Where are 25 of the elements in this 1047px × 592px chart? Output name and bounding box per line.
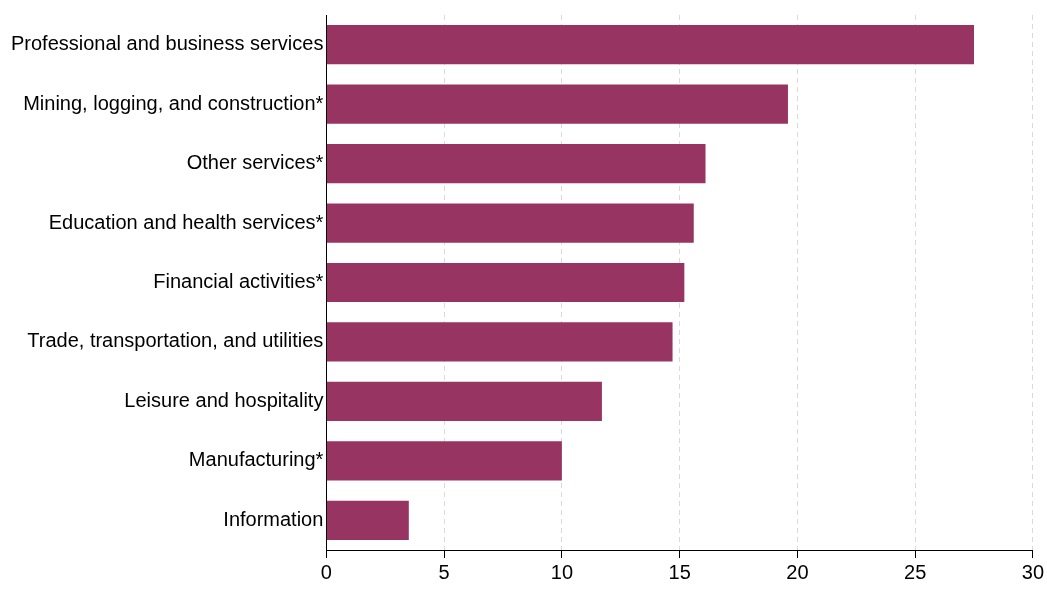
x-tick-label: 15: [668, 560, 691, 583]
y-tick-label: Other services*: [186, 151, 324, 174]
bar: [326, 84, 788, 124]
bar: [326, 203, 694, 243]
bar: [326, 441, 562, 481]
bar: [326, 262, 685, 303]
y-tick-label: Leisure and hospitality: [124, 388, 324, 411]
x-tick-label: 25: [904, 560, 927, 583]
x-tick-label: 5: [438, 560, 450, 583]
y-tick-label: Trade, transportation, and utilities: [27, 329, 324, 352]
x-tick-label: 20: [786, 560, 809, 583]
y-tick-label: Financial activities*: [153, 270, 324, 293]
x-tick-label: 0: [320, 560, 332, 583]
bar: [326, 322, 673, 362]
bar: [326, 25, 974, 65]
bar: [326, 381, 602, 422]
y-tick-label: Professional and business services: [10, 32, 324, 55]
y-tick-label: Manufacturing*: [188, 448, 324, 471]
bar: [326, 143, 706, 184]
y-tick-label: Information: [223, 507, 324, 530]
y-tick-label: Mining, logging, and construction*: [23, 91, 324, 114]
x-tick-label: 30: [1021, 560, 1044, 583]
y-tick-label: Education and health services*: [48, 210, 324, 233]
bar: [326, 500, 409, 540]
x-tick-label: 10: [550, 560, 574, 583]
